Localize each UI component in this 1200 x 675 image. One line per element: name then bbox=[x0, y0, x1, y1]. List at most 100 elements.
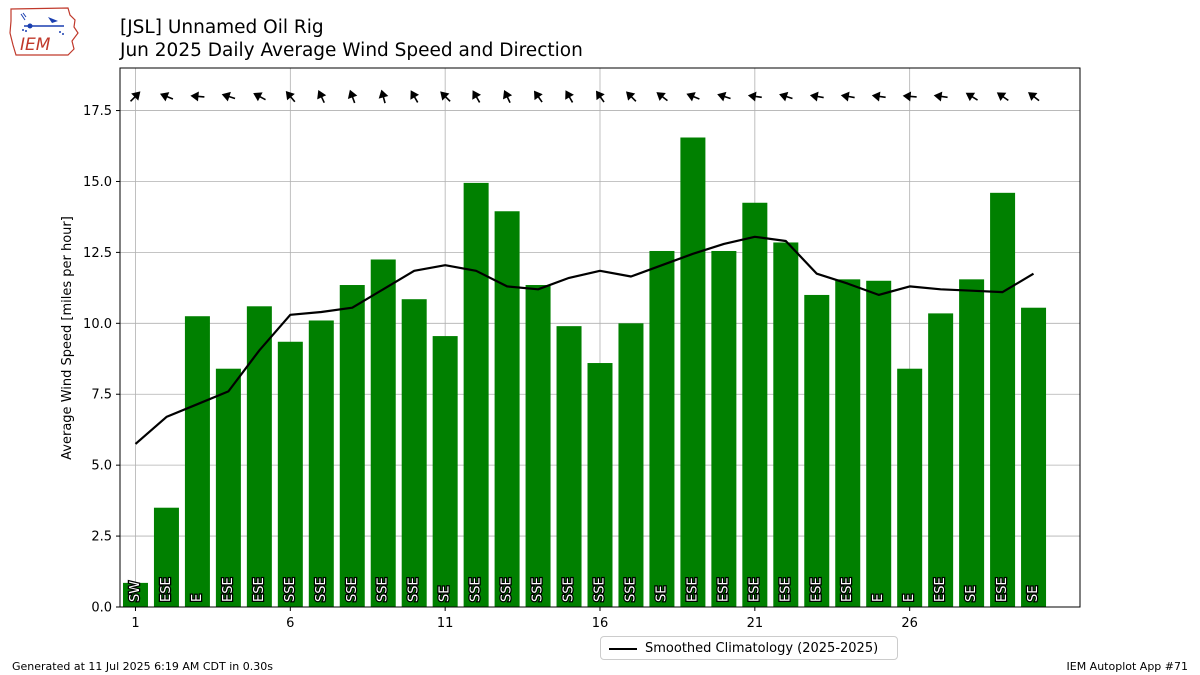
x-tick-label: 26 bbox=[901, 616, 918, 631]
direction-label: ESE bbox=[685, 577, 700, 602]
direction-label-outline: SSE bbox=[345, 577, 360, 602]
wind-arrow-day-19 bbox=[686, 92, 700, 102]
y-tick-label: 15.0 bbox=[83, 175, 112, 190]
legend-label: Smoothed Climatology (2025-2025) bbox=[645, 641, 879, 656]
wind-arrow-head bbox=[596, 90, 605, 101]
direction-label-outline: SSE bbox=[314, 577, 329, 602]
bar-day-2 bbox=[153, 507, 179, 607]
x-tick-label: 16 bbox=[592, 616, 609, 631]
wind-arrow-day-29 bbox=[996, 92, 1009, 102]
x-tick-label: 1 bbox=[131, 616, 139, 631]
direction-label: SSE bbox=[593, 577, 608, 602]
direction-label-outline: ESE bbox=[840, 577, 855, 602]
wind-arrow-head bbox=[1028, 92, 1038, 101]
direction-label-outline: ESE bbox=[933, 577, 948, 602]
direction-label-outline: ESE bbox=[747, 577, 762, 602]
wind-arrow-day-3 bbox=[190, 91, 205, 102]
climatology-line bbox=[134, 235, 1035, 445]
wind-arrow-head bbox=[472, 90, 481, 100]
wind-arrow-head bbox=[871, 91, 881, 102]
bar-day-28 bbox=[959, 279, 985, 607]
direction-label-outline: ESE bbox=[221, 577, 236, 602]
bar-day-16 bbox=[587, 363, 613, 607]
wind-arrow-head bbox=[410, 90, 419, 100]
bar-day-20 bbox=[711, 250, 737, 607]
climatology-line-layer bbox=[134, 235, 1035, 445]
direction-label: SW bbox=[128, 581, 143, 602]
wind-arrow-head bbox=[160, 92, 170, 102]
direction-label: SSE bbox=[283, 577, 298, 602]
wind-arrow-day-5 bbox=[253, 92, 266, 102]
wind-arrow-head bbox=[253, 92, 263, 102]
direction-label: SSE bbox=[469, 577, 484, 602]
direction-label-outline: SE bbox=[1026, 586, 1041, 602]
wind-arrow-day-9 bbox=[378, 89, 389, 104]
wind-arrow-head bbox=[965, 92, 976, 102]
wind-arrow-head bbox=[534, 90, 543, 101]
wind-arrow-day-23 bbox=[809, 91, 824, 102]
x-tick-label: 6 bbox=[286, 616, 294, 631]
bar-day-25 bbox=[866, 280, 892, 607]
wind-arrow-head bbox=[347, 89, 358, 99]
direction-label: E bbox=[190, 594, 205, 602]
wind-arrow-day-28 bbox=[965, 92, 978, 102]
direction-label-outline: ESE bbox=[995, 577, 1010, 602]
iem-iowa-logo-icon: IEM bbox=[9, 7, 79, 56]
direction-label: SE bbox=[1026, 586, 1041, 602]
direction-label: ESE bbox=[716, 577, 731, 602]
direction-label-outline: SSE bbox=[283, 577, 298, 602]
direction-label-outline: ESE bbox=[809, 577, 824, 602]
direction-label: ESE bbox=[778, 577, 793, 602]
wind-arrow-day-20 bbox=[717, 91, 731, 102]
wind-arrow-head bbox=[933, 91, 943, 102]
direction-label-outline: E bbox=[902, 594, 917, 602]
wind-arrow-day-4 bbox=[221, 91, 236, 102]
wind-arrow-head bbox=[565, 90, 574, 100]
chart-subtitle: Jun 2025 Daily Average Wind Speed and Di… bbox=[120, 40, 583, 61]
direction-label-outline: SSE bbox=[562, 577, 577, 602]
bar-day-13 bbox=[494, 211, 520, 607]
bar-day-1 bbox=[122, 582, 148, 607]
bar-day-24 bbox=[835, 279, 861, 607]
bar-day-5 bbox=[246, 306, 272, 607]
direction-label-outline: SE bbox=[654, 586, 669, 602]
direction-label: ESE bbox=[747, 577, 762, 602]
direction-label-outline: ESE bbox=[252, 577, 267, 602]
x-tick-label: 21 bbox=[747, 616, 764, 631]
wind-arrow-day-2 bbox=[160, 92, 174, 102]
wind-arrow-day-24 bbox=[840, 91, 855, 102]
direction-label-outline: E bbox=[871, 594, 886, 602]
wind-arrow-head bbox=[626, 91, 636, 101]
bar-day-23 bbox=[804, 294, 830, 607]
bar-day-3 bbox=[184, 316, 210, 607]
direction-label: SSE bbox=[314, 577, 329, 602]
wind-arrow-day-21 bbox=[747, 91, 762, 102]
wind-arrow-day-15 bbox=[565, 90, 574, 103]
direction-label: SE bbox=[654, 586, 669, 602]
direction-label-outline: SSE bbox=[376, 577, 391, 602]
direction-label-outline: ESE bbox=[159, 577, 174, 602]
bar-day-22 bbox=[773, 242, 799, 607]
wind-arrow-head bbox=[717, 91, 727, 102]
direction-label: ESE bbox=[252, 577, 267, 602]
direction-label-outline: SSE bbox=[531, 577, 546, 602]
wind-arrow-head bbox=[317, 90, 327, 100]
wind-arrow-day-11 bbox=[440, 91, 451, 102]
wind-arrow-day-6 bbox=[285, 91, 296, 103]
y-tick-label: 12.5 bbox=[83, 246, 112, 261]
direction-label-outline: SW bbox=[128, 581, 143, 602]
y-tick-label: 5.0 bbox=[91, 459, 112, 474]
wind-arrow-day-10 bbox=[410, 90, 419, 103]
direction-label: ESE bbox=[159, 577, 174, 602]
generated-timestamp: Generated at 11 Jul 2025 6:19 AM CDT in … bbox=[12, 660, 273, 673]
logo-text: IEM bbox=[20, 35, 51, 55]
bar-day-15 bbox=[556, 326, 582, 607]
direction-label-outline: SE bbox=[964, 586, 979, 602]
iem-logo: IEM bbox=[8, 5, 80, 59]
y-axis-label: Average Wind Speed [miles per hour] bbox=[60, 216, 75, 460]
wind-arrow-head bbox=[656, 92, 666, 101]
wind-arrow-day-26 bbox=[902, 91, 917, 102]
wind-arrow-head bbox=[686, 92, 696, 102]
direction-label-outline: E bbox=[190, 594, 205, 602]
